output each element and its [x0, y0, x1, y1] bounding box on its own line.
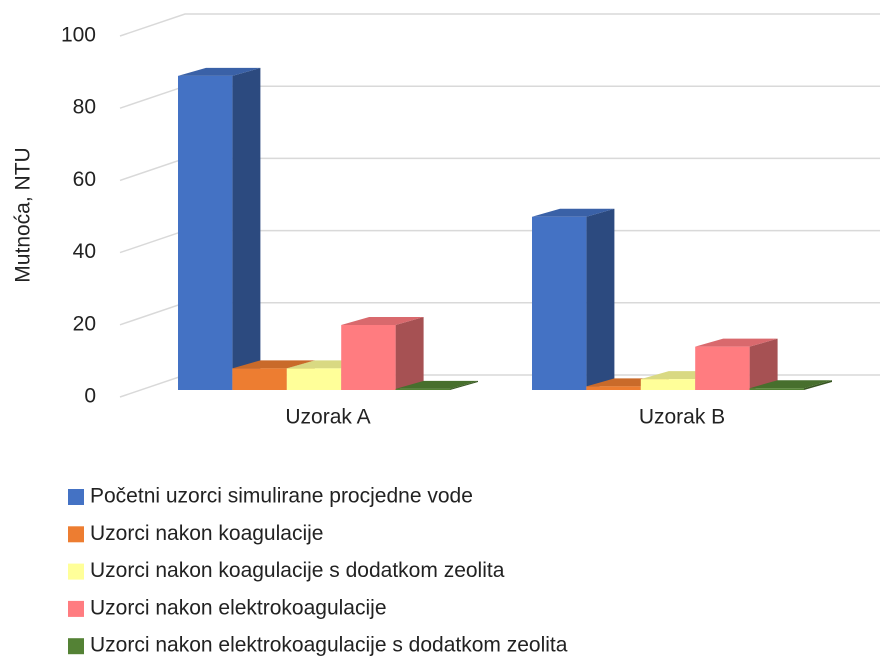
x-tick-label: Uzorak B — [639, 406, 725, 429]
y-tick-label: 40 — [73, 240, 96, 263]
bar — [178, 67, 261, 391]
bar-side — [749, 338, 778, 390]
legend-swatch — [68, 563, 84, 580]
bar-top — [532, 208, 615, 217]
y-tick-label: 20 — [73, 312, 96, 335]
bar-front — [749, 388, 804, 390]
grid-line — [119, 13, 880, 37]
bar-front — [178, 75, 233, 391]
legend-label: Uzorci nakon elektrokoagulacije — [90, 596, 387, 619]
legend-swatch — [68, 638, 84, 655]
bar-front — [586, 386, 641, 390]
legend-swatch — [68, 526, 84, 543]
x-tick-label: Uzorak A — [285, 406, 370, 429]
bar-side — [395, 317, 424, 390]
bar-top — [395, 380, 478, 389]
legend-swatch — [68, 600, 84, 617]
bar-top — [695, 338, 778, 347]
bar — [695, 338, 778, 390]
bar-top — [341, 317, 424, 326]
bar-side — [232, 67, 261, 391]
bar-front — [695, 346, 750, 390]
legend-label: Uzorci nakon koagulacije — [90, 522, 323, 545]
bar — [532, 208, 615, 390]
bar-side — [804, 380, 832, 390]
y-tick-label: 100 — [61, 24, 96, 47]
bar-front — [341, 325, 396, 390]
bar-side — [586, 208, 615, 390]
legend-label: Početni uzorci simulirane procjedne vode — [90, 485, 473, 508]
bar-side — [450, 380, 478, 390]
bar — [395, 380, 478, 390]
legend-label: Uzorci nakon koagulacije s dodatkom zeol… — [90, 559, 505, 582]
y-tick-label: 60 — [73, 168, 96, 191]
bar-front — [232, 368, 287, 390]
y-axis-label: Mutnoća, NTU — [12, 147, 35, 282]
bar-top — [232, 360, 315, 369]
bar-front — [395, 388, 450, 390]
y-tick-label: 80 — [73, 96, 96, 119]
bar-top — [749, 380, 832, 389]
bar-top — [178, 67, 261, 76]
legend-label: Uzorci nakon elektrokoagulacije s dodatk… — [90, 634, 568, 657]
bar-front — [640, 379, 696, 390]
y-tick-label: 0 — [84, 385, 96, 408]
bar-front — [532, 216, 587, 390]
legend-swatch — [68, 489, 84, 505]
bar — [749, 380, 832, 390]
bar — [341, 317, 424, 390]
bar-front — [286, 368, 342, 390]
